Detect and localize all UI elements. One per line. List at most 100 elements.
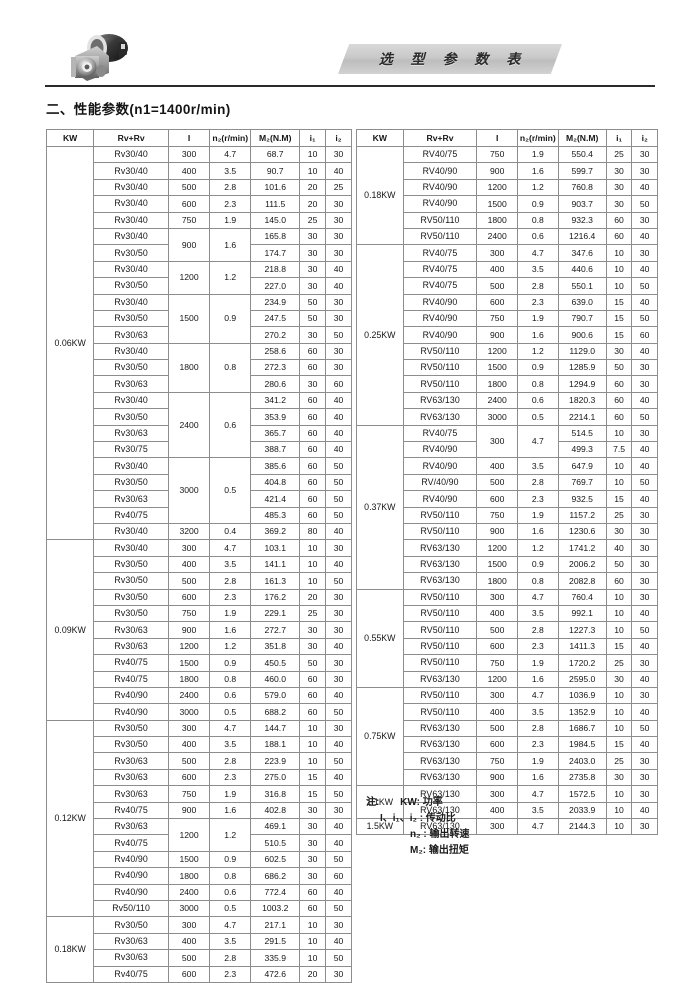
cell-i: 900	[476, 522, 518, 541]
cell-model: Rv30/40	[93, 522, 169, 541]
cell-i1: 10	[605, 244, 633, 262]
cell-m2: 316.8	[250, 785, 301, 803]
cell-i1: 15	[605, 637, 633, 656]
cell-m2: 1411.3	[557, 637, 607, 656]
table-row: Rv30/50 500 2.8 161.3 10 50	[47, 572, 352, 590]
cell-m2: 402.8	[250, 801, 301, 820]
cell-model: RV63/130	[402, 539, 478, 557]
cell-model: Rv30/50	[93, 604, 169, 623]
cell-i2: 30	[325, 719, 352, 738]
cell-m2: 903.7	[557, 195, 607, 213]
cell-i1: 15	[605, 736, 633, 754]
cell-m2: 161.3	[250, 572, 301, 590]
cell-kw: 0.06KW	[45, 145, 95, 541]
cell-i1: 15	[605, 326, 633, 344]
cell-i: 900	[167, 621, 211, 639]
col-header-i1: i₁	[299, 129, 327, 147]
table-row: RV50/110 2400 0.6 1216.4 60 40	[357, 227, 658, 246]
cell-i1: 10	[605, 588, 633, 606]
cell-m2: 218.8	[250, 260, 301, 279]
cell-i: 2400	[167, 391, 211, 459]
cell-i1: 10	[605, 621, 633, 639]
cell-i: 3000	[167, 899, 211, 918]
table-row: Rv30/50 272.3 60 30	[47, 359, 352, 377]
table-row: Rv30/50 400 3.5 141.1 10 40	[47, 555, 352, 574]
cell-i1: 15	[605, 309, 633, 328]
cell-model: RV50/110	[402, 686, 478, 705]
table-row: Rv30/40 1200 1.2 218.8 30 40	[47, 260, 352, 295]
cell-n2: 0.5	[209, 899, 252, 918]
cell-i: 1800	[476, 211, 518, 229]
cell-i1: 40	[605, 539, 633, 557]
cell-i: 3000	[476, 408, 518, 426]
cell-model: RV40/90	[402, 195, 478, 213]
cell-i2: 30	[631, 654, 658, 672]
cell-m2: 1157.2	[557, 506, 607, 524]
cell-i2: 30	[631, 818, 658, 836]
cell-i2: 40	[631, 178, 658, 197]
cell-model: RV50/110	[402, 654, 478, 672]
cell-i1: 50	[299, 293, 327, 311]
table-head-left: KW Rv+Rv I n₂(r/min) M₂(N.M) i₁ i₂	[45, 129, 352, 147]
cell-i: 750	[167, 211, 211, 229]
cell-i2: 50	[325, 506, 352, 524]
table-row: RV40/75 400 3.5 440.6 10 40	[357, 260, 658, 279]
col-header-m2: M₂(N.M)	[557, 129, 607, 147]
cell-i1: 10	[605, 473, 633, 492]
cell-i: 500	[476, 621, 518, 639]
table-row: Rv30/40 3000 0.5 385.6 60 50	[47, 457, 352, 524]
cell-model: Rv30/63	[93, 424, 169, 443]
cell-i1: 30	[299, 637, 327, 656]
cell-model: Rv30/50	[93, 572, 169, 590]
cell-m2: 341.2	[250, 391, 301, 410]
cell-i: 300	[167, 539, 211, 557]
table-row: Rv30/40 400 3.5 90.7 10 40	[47, 162, 352, 180]
cell-m2: 227.0	[250, 277, 301, 295]
cell-m2: 688.2	[250, 703, 301, 721]
cell-m2: 369.2	[250, 522, 301, 541]
cell-n2: 3.5	[209, 932, 252, 951]
cell-i2: 50	[325, 572, 352, 590]
cell-i2: 40	[631, 227, 658, 246]
cell-i1: 25	[299, 604, 327, 623]
cell-model: Rv30/63	[93, 752, 169, 770]
cell-i2: 30	[325, 227, 352, 246]
cell-i: 3000	[167, 703, 211, 721]
cell-i2: 30	[631, 555, 658, 574]
cell-n2: 1.2	[517, 539, 559, 557]
cell-i2: 40	[325, 883, 352, 901]
cell-model: RV50/110	[402, 375, 478, 393]
cell-i2: 40	[325, 391, 352, 410]
cell-m2: 514.5	[557, 424, 607, 443]
cell-i: 750	[476, 309, 518, 328]
cell-n2: 0.6	[209, 391, 252, 459]
cell-i1: 30	[299, 621, 327, 639]
cell-i: 300	[476, 686, 518, 705]
cell-m2: 550.1	[557, 277, 607, 295]
table-row: RV/40/90 500 2.8 769.7 10 50	[357, 473, 658, 492]
table-row: Rv40/90 3000 0.5 688.2 60 50	[47, 703, 352, 721]
cell-m2: 1003.2	[250, 899, 301, 918]
cell-model: RV50/110	[402, 637, 478, 656]
table-row: 0.18KW Rv30/50 300 4.7 217.1 10 30	[45, 916, 352, 983]
cell-model: RV63/130	[402, 752, 478, 770]
cell-i1: 25	[299, 211, 327, 229]
cell-i: 900	[167, 227, 211, 262]
cell-i1: 60	[299, 506, 327, 524]
cell-model: Rv40/75	[93, 834, 169, 852]
cell-model: RV40/75	[402, 145, 478, 164]
table-row: RV40/90 900 1.6 900.6 15 60	[357, 326, 658, 344]
cell-i2: 60	[325, 867, 352, 885]
col-header-n2: n₂(r/min)	[209, 129, 252, 147]
cell-i1: 30	[605, 768, 633, 787]
cell-n2: 0.8	[209, 670, 252, 688]
cell-i: 500	[167, 178, 211, 197]
cell-model: Rv50/110	[93, 899, 169, 918]
note-line-2: n₂ : 输出转速	[410, 829, 470, 840]
cell-i2: 40	[631, 441, 658, 459]
cell-m2: 440.6	[557, 260, 607, 279]
cell-i: 600	[476, 637, 518, 656]
cell-n2: 1.2	[209, 260, 252, 295]
cell-i1: 30	[299, 850, 327, 869]
cell-i1: 10	[299, 719, 327, 738]
